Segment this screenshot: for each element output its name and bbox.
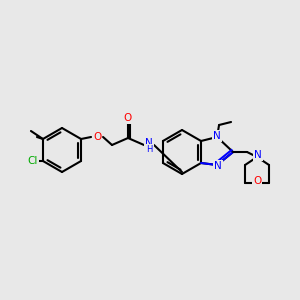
Text: N: N (214, 161, 222, 171)
Text: N: N (254, 150, 262, 160)
Text: N: N (145, 138, 153, 148)
Text: O: O (93, 132, 101, 142)
Text: H: H (146, 145, 152, 154)
Text: O: O (124, 113, 132, 123)
Text: N: N (213, 131, 221, 141)
Text: Cl: Cl (28, 156, 38, 166)
Text: O: O (253, 176, 261, 186)
